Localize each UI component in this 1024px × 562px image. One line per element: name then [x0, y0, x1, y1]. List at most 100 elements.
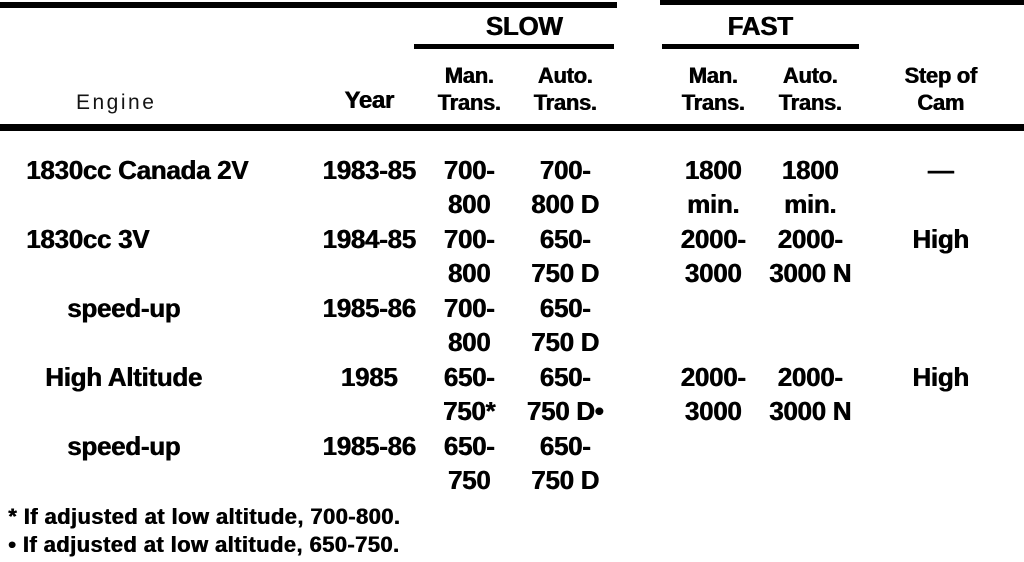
value-line: 700-	[443, 155, 495, 185]
spacer-cell	[620, 153, 663, 222]
value-line	[663, 291, 763, 325]
value-line: min.	[686, 189, 740, 219]
value-line: 700-	[443, 224, 495, 254]
value-line: 1985	[340, 362, 398, 392]
value-line: 800 D	[531, 189, 599, 219]
engine-label: speed-up	[67, 431, 181, 461]
value-line: 750 D	[531, 327, 599, 357]
value-line: 2000-	[777, 224, 843, 254]
step-of-cam-cell: —	[857, 153, 1024, 222]
fast-man-trans-cell: 2000- 3000	[663, 222, 763, 291]
value-line: 650-	[539, 362, 591, 392]
value-line: —	[927, 155, 954, 185]
column-group-fast: FAST Man. Trans. Auto. Trans.	[662, 7, 859, 124]
value-line: 3000 N	[768, 396, 852, 426]
header-line: Cam	[917, 90, 964, 115]
slow-man-trans-cell: 700- 800	[428, 222, 510, 291]
value-line: 750 D	[531, 465, 599, 495]
header-line: Trans.	[533, 90, 597, 115]
table-row: 1830cc 3V 1984-85 700- 800 650- 750 D 2000…	[0, 222, 1024, 291]
value-line: 750 D	[531, 258, 599, 288]
footnotes: * If adjusted at low altitude, 700-800. …	[8, 503, 400, 559]
fast-group-underline	[662, 44, 859, 49]
table-body: 1830cc Canada 2V 1983-85 700- 800 700- 800…	[0, 131, 1024, 498]
step-of-cam-cell: High	[857, 222, 1024, 291]
header-line: Auto.	[782, 63, 838, 88]
value-line: 750 D•	[526, 396, 604, 426]
slow-auto-trans-cell: 650- 750 D	[510, 291, 620, 360]
table-row: speed-up 1985-86 650- 750 650- 750 D	[0, 429, 1024, 498]
step-of-cam-cell	[857, 291, 1024, 360]
value-line: 3000	[684, 258, 742, 288]
value-line: 650-	[539, 293, 591, 323]
fast-auto-trans-cell	[763, 429, 857, 498]
engine-label: 1830cc Canada 2V	[26, 155, 249, 185]
fast-auto-trans-cell: 2000- 3000 N	[763, 222, 857, 291]
header-line: Trans.	[437, 90, 501, 115]
value-line: 1985-86	[322, 293, 416, 323]
value-line: 750*	[442, 396, 496, 426]
value-line: 650-	[539, 431, 591, 461]
footnote-asterisk: * If adjusted at low altitude, 700-800.	[8, 504, 401, 529]
value-line	[763, 463, 857, 497]
value-line: 2000-	[680, 362, 746, 392]
engine-name: High Altitude	[0, 360, 310, 429]
column-header-year: Year	[344, 87, 394, 114]
fast-subheaders: Man. Trans. Auto. Trans.	[663, 49, 857, 124]
engine-name: speed-up	[0, 429, 310, 498]
slow-group-underline	[414, 44, 614, 49]
value-line: 1984-85	[322, 224, 416, 254]
header-line: Trans.	[681, 90, 745, 115]
value-line	[763, 291, 857, 325]
spacer-cell	[620, 291, 663, 360]
engine-name: speed-up	[0, 291, 310, 360]
column-header-step-of-cam: Step of Cam	[857, 62, 1024, 124]
column-header-fast-auto-trans: Auto. Trans.	[763, 49, 857, 124]
column-header-slow-man-trans: Man. Trans.	[428, 49, 510, 124]
year-cell: 1984-85	[310, 222, 428, 291]
header-line: Auto.	[537, 63, 593, 88]
table-header: Engine Year SLOW Man. Trans. Auto. Trans…	[0, 7, 1024, 131]
value-line	[857, 291, 1024, 325]
header-line: Trans.	[778, 90, 842, 115]
group-label-slow: SLOW	[485, 11, 563, 41]
value-line: 1800	[781, 155, 839, 185]
value-line	[663, 463, 763, 497]
year-cell: 1985-86	[310, 429, 428, 498]
value-line: 650-	[539, 224, 591, 254]
column-header-engine: Engine	[76, 91, 157, 114]
slow-man-trans-cell: 700- 800	[428, 291, 510, 360]
value-line: 1983-85	[322, 155, 416, 185]
value-line: High	[912, 362, 969, 392]
table-row: 1830cc Canada 2V 1983-85 700- 800 700- 800…	[0, 153, 1024, 222]
fast-auto-trans-cell: 2000- 3000 N	[763, 360, 857, 429]
value-line	[763, 325, 857, 359]
slow-man-trans-cell: 700- 800	[428, 153, 510, 222]
column-header-slow-auto-trans: Auto. Trans.	[510, 49, 620, 124]
spacer-cell	[620, 429, 663, 498]
value-line: 3000 N	[768, 258, 852, 288]
table-row: High Altitude 1985 650- 750* 650- 750 D• 2…	[0, 360, 1024, 429]
value-line: 3000	[684, 396, 742, 426]
fast-auto-trans-cell: 1800 min.	[763, 153, 857, 222]
step-of-cam-cell	[857, 429, 1024, 498]
fast-man-trans-cell: 1800 min.	[663, 153, 763, 222]
fast-auto-trans-cell	[763, 291, 857, 360]
table-row: speed-up 1985-86 700- 800 650- 750 D	[0, 291, 1024, 360]
value-line: 800	[447, 258, 491, 288]
engine-name: 1830cc Canada 2V	[0, 153, 310, 222]
engine-label: High Altitude	[45, 362, 202, 392]
step-of-cam-cell: High	[857, 360, 1024, 429]
year-cell: 1985	[310, 360, 428, 429]
value-line: 800	[447, 189, 491, 219]
footnote-bullet: • If adjusted at low altitude, 650-750.	[8, 532, 400, 557]
value-line	[663, 325, 763, 359]
slow-man-trans-cell: 650- 750*	[428, 360, 510, 429]
column-header-fast-man-trans: Man. Trans.	[663, 49, 763, 124]
slow-auto-trans-cell: 650- 750 D	[510, 429, 620, 498]
top-rule-segment-right	[660, 0, 1024, 5]
engine-label: 1830cc 3V	[26, 224, 150, 254]
engine-name: 1830cc 3V	[0, 222, 310, 291]
fast-man-trans-cell	[663, 429, 763, 498]
